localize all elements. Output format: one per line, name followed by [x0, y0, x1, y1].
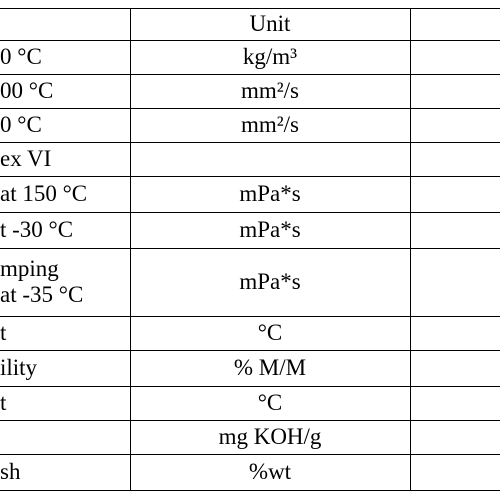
- row-label: at 150 °C: [0, 176, 129, 212]
- row-unit: °C: [257, 320, 283, 345]
- label-line: t: [0, 320, 7, 345]
- row-border: [0, 108, 500, 109]
- row-unit: kg/m³: [242, 44, 298, 69]
- label-line: mping: [0, 256, 59, 281]
- row-unit: mPa*s: [239, 269, 301, 294]
- header-unit: Unit: [249, 11, 291, 36]
- label-line: 0 °C: [0, 44, 42, 69]
- row-label: sh: [0, 454, 129, 490]
- row-border: [0, 212, 500, 213]
- row-label: 0 °C: [0, 40, 129, 74]
- row-border: [0, 420, 500, 421]
- row-unit: mPa*s: [239, 217, 301, 242]
- row-unit: mm²/s: [240, 78, 300, 103]
- row-border: [0, 454, 500, 455]
- row-label: 00 °C: [0, 74, 129, 108]
- column-border: [410, 8, 411, 490]
- row-border: [0, 176, 500, 177]
- row-unit: mPa*s: [239, 181, 301, 206]
- label-line: 0 °C: [0, 112, 42, 137]
- label-line: ex VI: [0, 146, 52, 171]
- label-line: t -30 °C: [0, 217, 74, 242]
- label-line: sh: [0, 459, 21, 484]
- row-border: [0, 40, 500, 41]
- row-label: t: [0, 386, 129, 420]
- label-line: t: [0, 390, 7, 415]
- row-border: [0, 142, 500, 143]
- row-unit: mm²/s: [240, 112, 300, 137]
- row-border: [0, 386, 500, 387]
- label-line: at 150 °C: [0, 181, 88, 206]
- row-unit: % M/M: [233, 355, 307, 380]
- row-border: [0, 490, 500, 491]
- row-border: [0, 74, 500, 75]
- label-line: at -35 °C: [0, 282, 84, 307]
- row-label: mping at -35 °C: [0, 248, 129, 316]
- row-label: ex VI: [0, 142, 129, 176]
- row-border: [0, 8, 500, 9]
- row-unit: mg KOH/g: [218, 424, 322, 449]
- row-unit: %wt: [248, 459, 292, 484]
- label-line: ility: [0, 355, 38, 380]
- label-line: 00 °C: [0, 78, 54, 103]
- row-border: [0, 350, 500, 351]
- row-label: ility: [0, 350, 129, 386]
- row-label: 0 °C: [0, 108, 129, 142]
- row-border: [0, 316, 500, 317]
- column-border: [130, 8, 131, 490]
- row-label: t -30 °C: [0, 212, 129, 248]
- row-label: t: [0, 316, 129, 350]
- row-border: [0, 248, 500, 249]
- row-unit: °C: [257, 390, 283, 415]
